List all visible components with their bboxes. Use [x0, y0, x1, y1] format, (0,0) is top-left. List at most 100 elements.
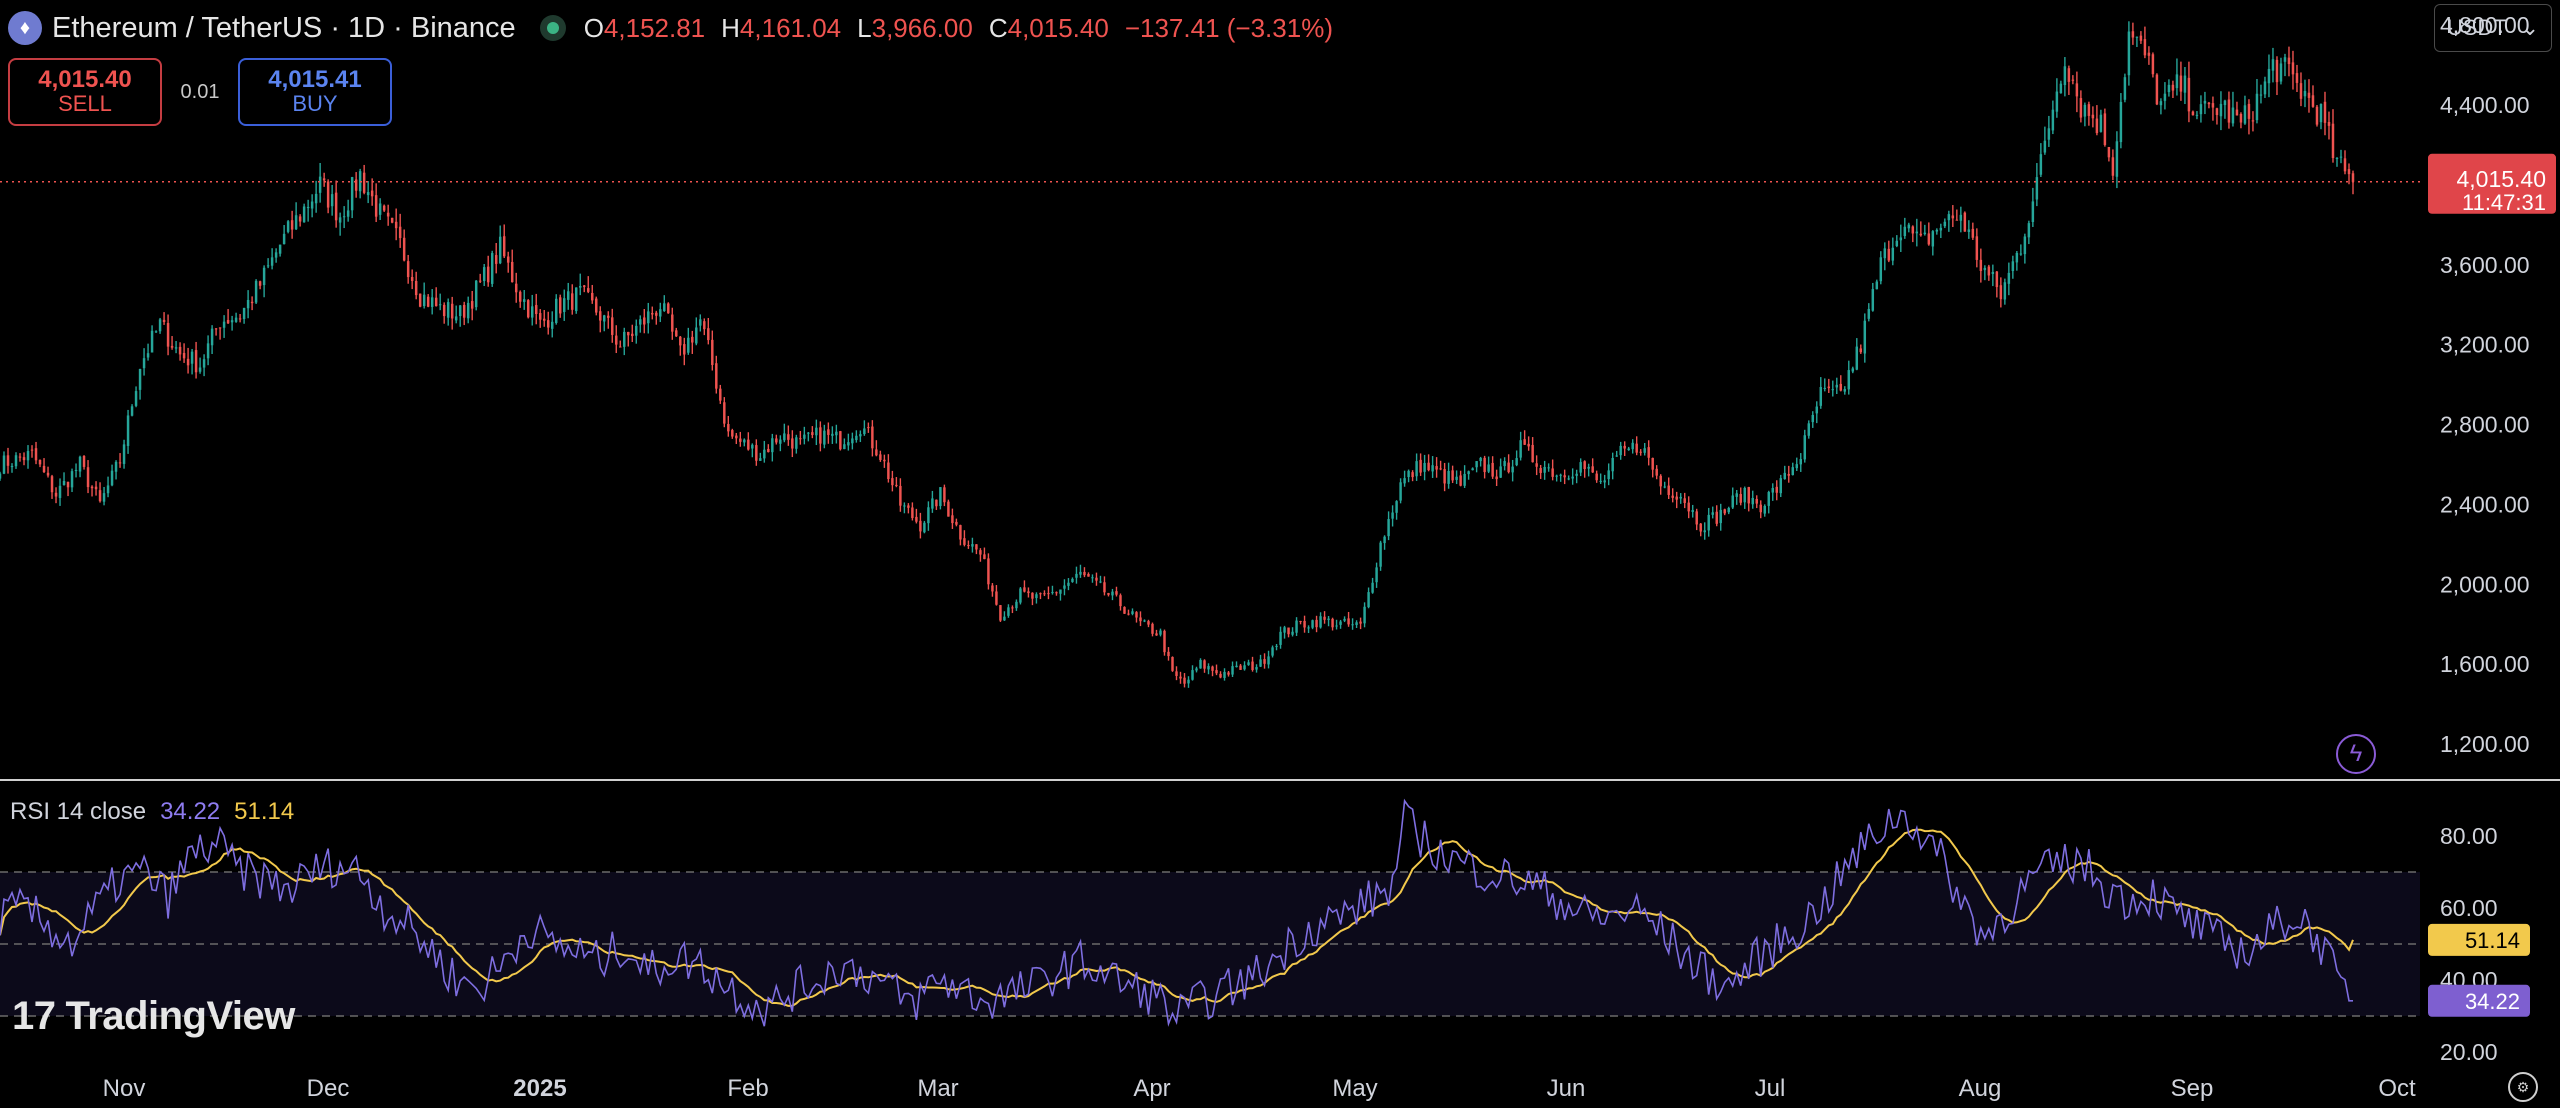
- candle-body[interactable]: [931, 498, 934, 509]
- candle-body[interactable]: [1447, 470, 1450, 484]
- candle-body[interactable]: [1747, 487, 1750, 504]
- candle-body[interactable]: [538, 313, 542, 320]
- candle-body[interactable]: [202, 359, 206, 368]
- candle-body[interactable]: [1355, 622, 1358, 625]
- candle-body[interactable]: [1743, 487, 1746, 503]
- candle-body[interactable]: [727, 424, 730, 432]
- candle-body[interactable]: [1303, 620, 1306, 628]
- candle-body[interactable]: [919, 520, 922, 532]
- candle-body[interactable]: [2211, 103, 2215, 108]
- candle-body[interactable]: [987, 558, 990, 585]
- candle-body[interactable]: [867, 427, 870, 429]
- candle-body[interactable]: [1907, 224, 1911, 229]
- candle-body[interactable]: [1991, 271, 1995, 274]
- candle-body[interactable]: [731, 430, 734, 437]
- candle-body[interactable]: [2171, 84, 2175, 91]
- candle-body[interactable]: [903, 505, 906, 507]
- candle-body[interactable]: [959, 525, 962, 540]
- candle-body[interactable]: [1215, 670, 1218, 674]
- candle-body[interactable]: [2, 455, 6, 474]
- candle-body[interactable]: [166, 323, 170, 347]
- candle-body[interactable]: [695, 327, 698, 344]
- candle-body[interactable]: [1475, 461, 1478, 468]
- candle-body[interactable]: [1147, 621, 1150, 625]
- candle-body[interactable]: [2271, 59, 2275, 71]
- candle-body[interactable]: [1259, 659, 1262, 667]
- candle-body[interactable]: [1131, 611, 1134, 614]
- candle-body[interactable]: [1587, 466, 1590, 469]
- candle-body[interactable]: [1615, 455, 1618, 457]
- candle-body[interactable]: [1399, 482, 1402, 501]
- candle-body[interactable]: [174, 347, 178, 349]
- candle-body[interactable]: [82, 455, 86, 467]
- candle-body[interactable]: [78, 456, 82, 472]
- candle-body[interactable]: [751, 444, 754, 449]
- candle-body[interactable]: [911, 507, 914, 519]
- candle-body[interactable]: [723, 402, 726, 424]
- candle-body[interactable]: [1059, 589, 1062, 594]
- candle-body[interactable]: [575, 287, 578, 312]
- candle-body[interactable]: [2275, 59, 2279, 83]
- candle-body[interactable]: [1887, 248, 1891, 261]
- candle-body[interactable]: [130, 406, 134, 416]
- candle-body[interactable]: [1423, 462, 1426, 472]
- candle-body[interactable]: [2151, 54, 2155, 75]
- candle-body[interactable]: [2235, 109, 2239, 116]
- candle-body[interactable]: [1275, 645, 1278, 647]
- symbol-title[interactable]: Ethereum / TetherUS · 1D · Binance: [52, 11, 516, 44]
- candle-body[interactable]: [2043, 140, 2047, 153]
- candle-body[interactable]: [1787, 474, 1790, 476]
- candle-body[interactable]: [1427, 462, 1430, 471]
- candle-body[interactable]: [1543, 466, 1546, 473]
- candle-body[interactable]: [2175, 74, 2179, 89]
- candle-body[interactable]: [1471, 468, 1474, 471]
- candle-body[interactable]: [1439, 468, 1442, 470]
- candle-body[interactable]: [1331, 618, 1334, 628]
- candle-body[interactable]: [414, 280, 418, 296]
- symbol-header[interactable]: ♦ Ethereum / TetherUS · 1D · Binance O4,…: [8, 8, 1333, 48]
- candle-body[interactable]: [1367, 592, 1370, 608]
- candle-body[interactable]: [1075, 573, 1078, 578]
- candle-body[interactable]: [302, 206, 306, 223]
- candle-body[interactable]: [138, 368, 142, 390]
- candle-body[interactable]: [362, 172, 366, 193]
- candle-body[interactable]: [795, 437, 798, 449]
- candle-body[interactable]: [1247, 662, 1250, 665]
- candle-body[interactable]: [639, 319, 642, 325]
- candle-body[interactable]: [951, 515, 954, 524]
- candle-body[interactable]: [1363, 606, 1366, 624]
- candle-body[interactable]: [683, 344, 686, 355]
- candle-body[interactable]: [2315, 106, 2319, 125]
- candle-body[interactable]: [1291, 631, 1294, 635]
- candle-body[interactable]: [927, 507, 930, 524]
- candle-body[interactable]: [1599, 480, 1602, 482]
- candle-body[interactable]: [1791, 467, 1795, 476]
- candle-body[interactable]: [1207, 666, 1210, 670]
- candle-body[interactable]: [955, 521, 958, 525]
- candle-body[interactable]: [314, 193, 318, 204]
- candle-body[interactable]: [1251, 661, 1254, 670]
- candle-body[interactable]: [530, 306, 534, 318]
- candle-body[interactable]: [526, 300, 530, 318]
- candle-body[interactable]: [1151, 623, 1154, 634]
- candle-body[interactable]: [266, 265, 270, 267]
- candle-body[interactable]: [1919, 233, 1923, 236]
- rsi-line[interactable]: [0, 798, 2353, 1027]
- candle-body[interactable]: [1267, 656, 1270, 665]
- candle-body[interactable]: [631, 333, 634, 337]
- candle-body[interactable]: [991, 585, 994, 592]
- candle-body[interactable]: [62, 480, 66, 486]
- candle-body[interactable]: [763, 449, 766, 459]
- candle-body[interactable]: [1099, 581, 1102, 583]
- candle-body[interactable]: [390, 217, 394, 223]
- candle-body[interactable]: [891, 478, 894, 486]
- candle-body[interactable]: [1019, 588, 1022, 603]
- candle-body[interactable]: [2327, 122, 2331, 126]
- candle-body[interactable]: [1295, 620, 1298, 633]
- candle-body[interactable]: [394, 221, 398, 229]
- candle-body[interactable]: [703, 321, 706, 330]
- candle-body[interactable]: [747, 439, 750, 450]
- candle-body[interactable]: [1867, 308, 1871, 319]
- candle-body[interactable]: [1939, 227, 1943, 231]
- candle-body[interactable]: [1831, 389, 1835, 391]
